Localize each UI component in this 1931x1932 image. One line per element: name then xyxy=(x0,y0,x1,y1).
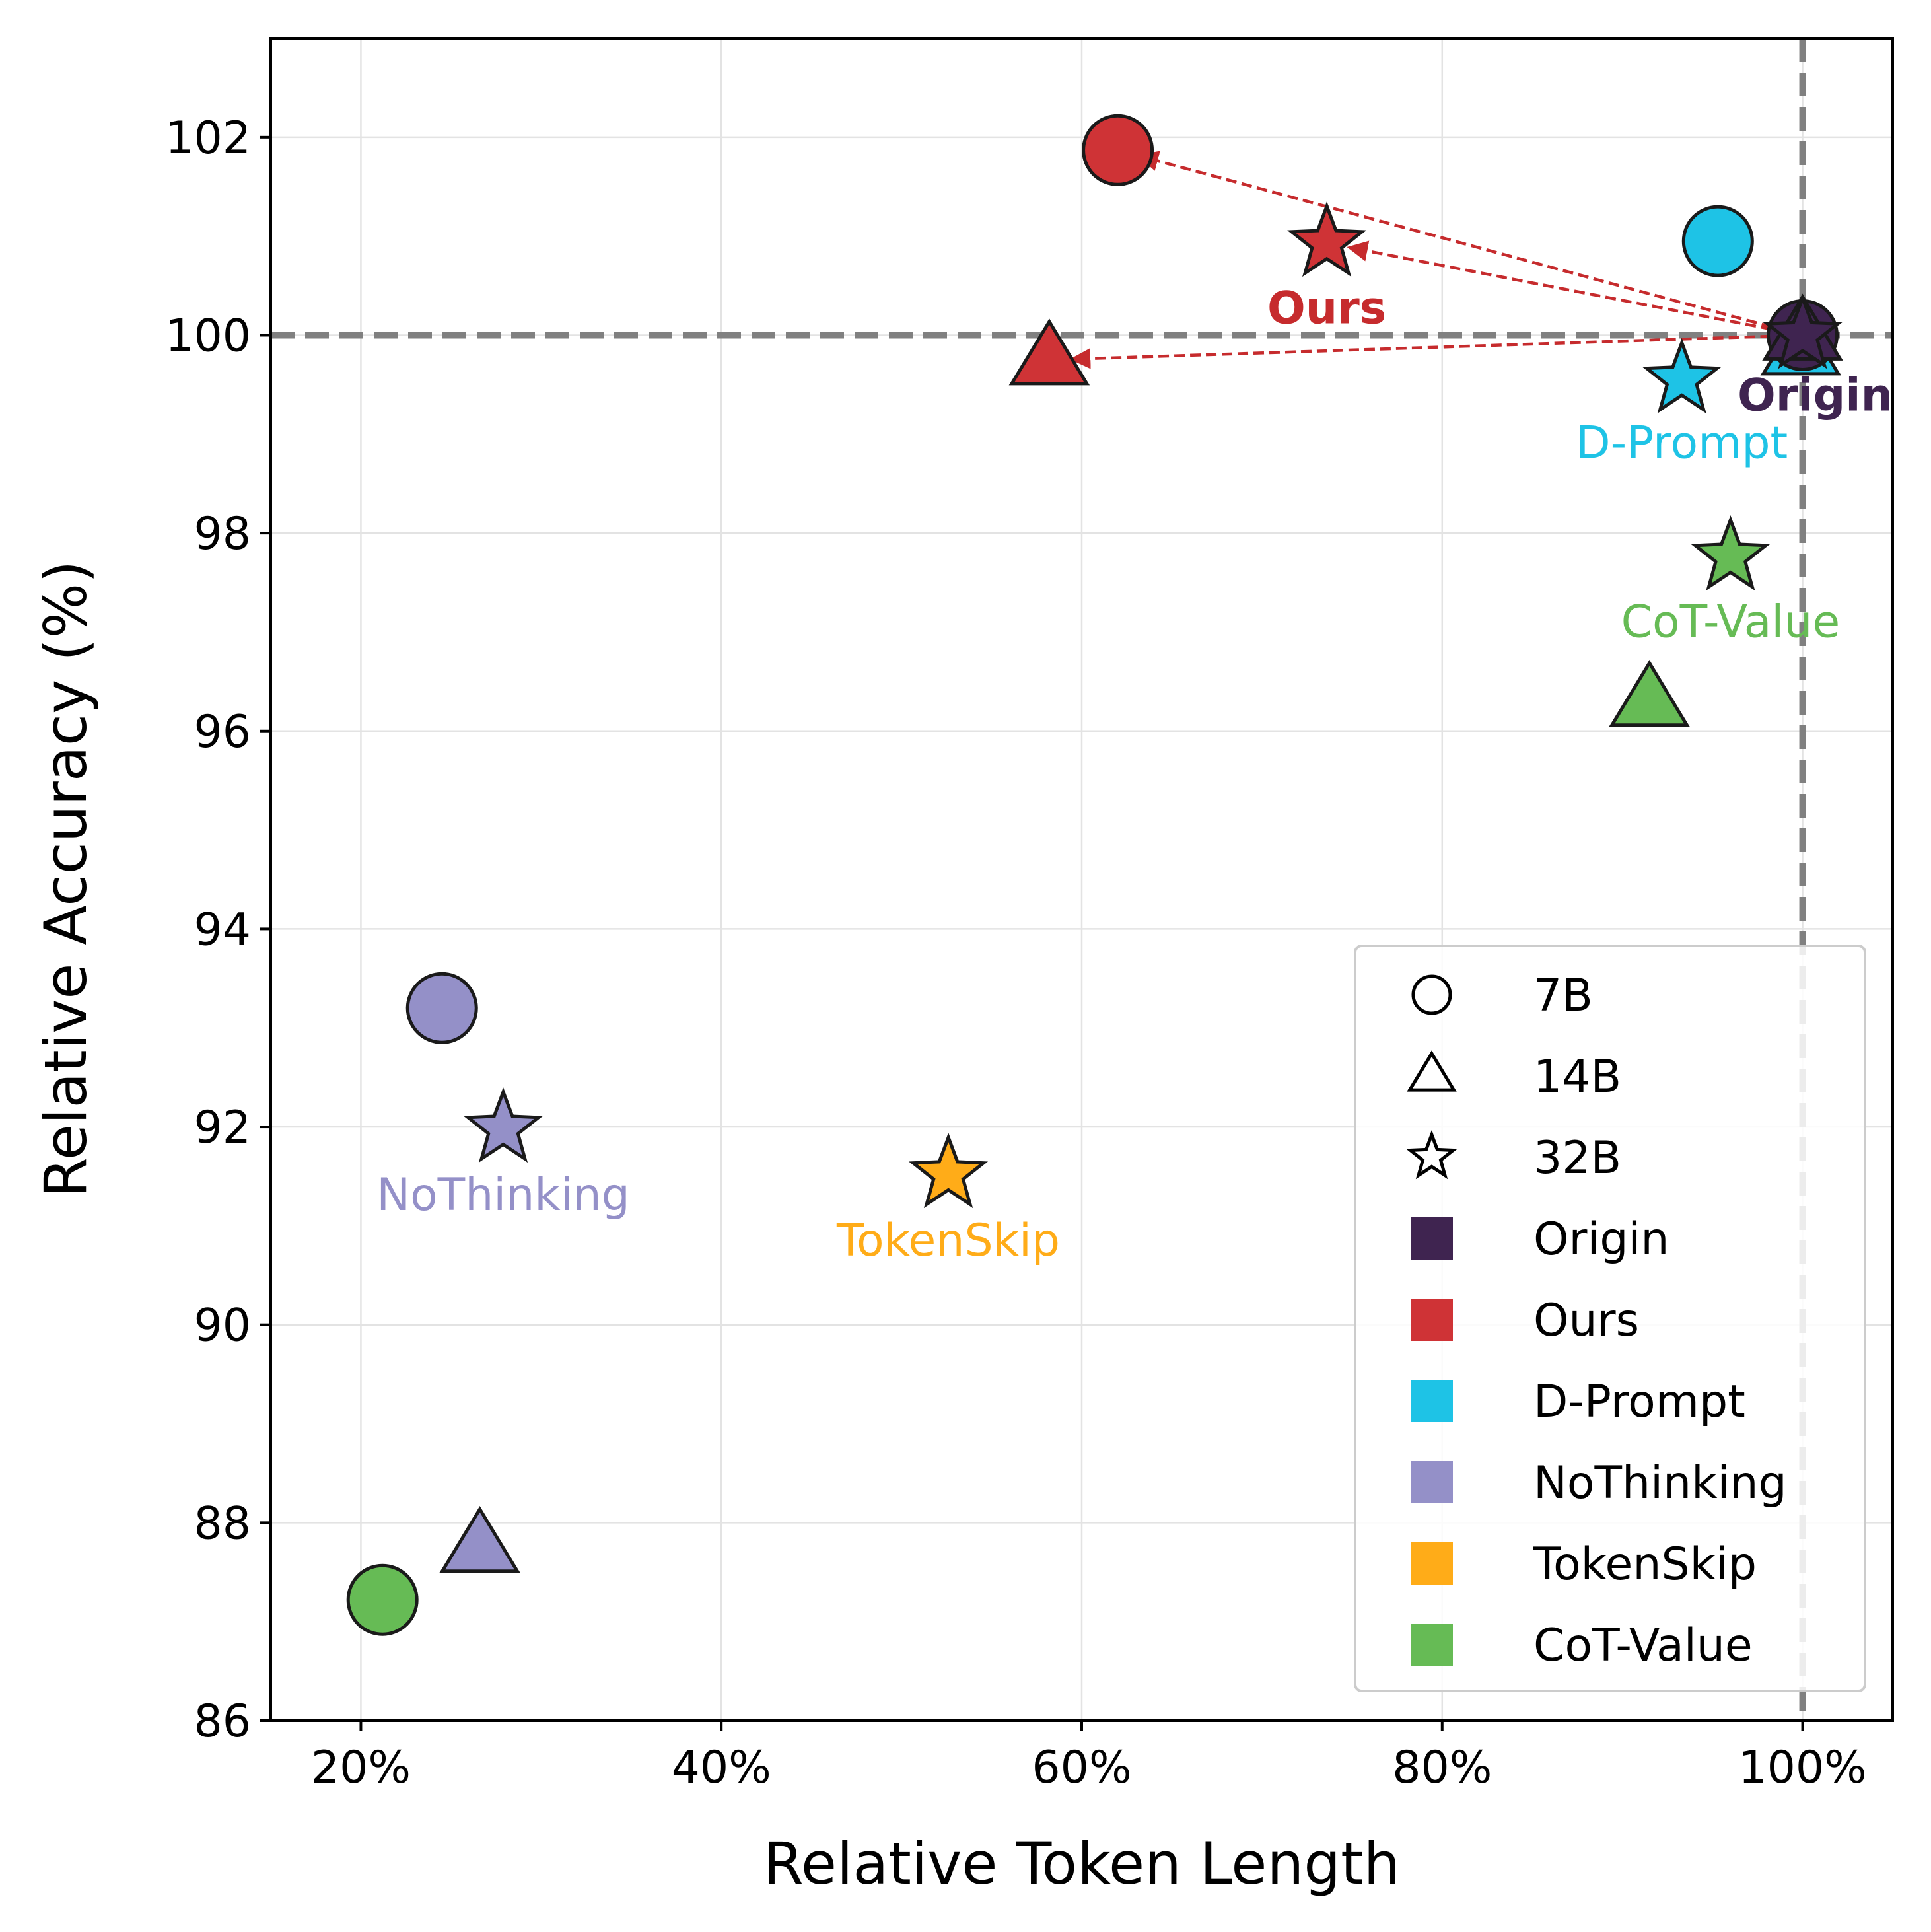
improvement-arrow xyxy=(1069,334,1803,369)
legend-label-7b: 7B xyxy=(1533,970,1593,1022)
improvement-arrow xyxy=(1137,151,1804,337)
annotation-layer: OursOriginD-PromptCoT-ValueNoThinkingTok… xyxy=(376,283,1893,1267)
y-tick-label: 88 xyxy=(193,1497,251,1550)
legend-label-origin: Origin xyxy=(1533,1213,1669,1266)
y-tick-label: 94 xyxy=(193,904,251,956)
legend-swatch-nothinking xyxy=(1411,1461,1453,1503)
point-nothinking-7b xyxy=(405,972,478,1044)
legend-box xyxy=(1354,945,1866,1692)
grid-layer xyxy=(271,38,1893,1722)
point-cot-value-32b xyxy=(1691,515,1771,591)
y-axis-label: Relative Accuracy (%) xyxy=(32,561,100,1198)
point-d-prompt-32b xyxy=(1642,338,1722,413)
annotation-cot-value: CoT-Value xyxy=(1621,596,1841,648)
axis-layer: 20% 40% 60% 80% 100% 86 88 90 92 94 96 98 100 102 xyxy=(165,112,1867,1794)
legend-label-nothinking: NoThinking xyxy=(1533,1457,1787,1509)
annotation-d-prompt: D-Prompt xyxy=(1576,417,1788,469)
x-tick-label: 80% xyxy=(1392,1742,1492,1794)
arrow-layer xyxy=(1069,151,1804,369)
x-tick-label: 20% xyxy=(311,1742,411,1794)
y-tick-label: 100 xyxy=(165,310,251,362)
legend-label-d-prompt: D-Prompt xyxy=(1533,1376,1745,1428)
point-nothinking-32b xyxy=(464,1087,544,1163)
point-ours-32b xyxy=(1287,201,1367,277)
legend-swatch-d-prompt xyxy=(1411,1380,1453,1422)
point-d-prompt-7b xyxy=(1681,205,1754,277)
point-cot-value-14b xyxy=(1609,659,1690,727)
legend-marker-32b xyxy=(1405,1129,1458,1180)
point-origin-32b xyxy=(1763,293,1843,369)
y-tick-label: 92 xyxy=(193,1102,251,1154)
y-tick-label: 86 xyxy=(193,1696,251,1748)
point-nothinking-14b xyxy=(439,1505,520,1573)
point-cot-value-7b xyxy=(346,1563,419,1636)
point-tokenskip-32b xyxy=(909,1132,989,1209)
y-tick-label: 98 xyxy=(193,508,251,560)
legend-marker-14b xyxy=(1407,1050,1457,1092)
legend-swatch-origin xyxy=(1411,1217,1453,1260)
legend-marker-7b xyxy=(1411,974,1452,1015)
legend-label-32b: 32B xyxy=(1533,1132,1621,1184)
legend-label-14b: 14B xyxy=(1533,1051,1621,1103)
improvement-arrow xyxy=(1347,240,1803,337)
point-ours-14b xyxy=(1008,318,1090,386)
legend-swatch-tokenskip xyxy=(1411,1542,1453,1585)
annotation-ours: Ours xyxy=(1267,283,1386,335)
x-axis-label: Relative Token Length xyxy=(763,1830,1401,1898)
y-tick-label: 90 xyxy=(193,1300,251,1352)
annotation-tokenskip: TokenSkip xyxy=(836,1215,1060,1267)
x-tick-label: 60% xyxy=(1032,1742,1131,1794)
legend-label-ours: Ours xyxy=(1533,1295,1639,1347)
x-tick-label: 100% xyxy=(1738,1742,1866,1794)
x-tick-label: 40% xyxy=(672,1742,771,1794)
point-layer xyxy=(346,114,1843,1636)
legend-label-cot-value: CoT-Value xyxy=(1533,1620,1753,1672)
annotation-nothinking: NoThinking xyxy=(376,1169,630,1221)
legend-swatch-cot-value xyxy=(1411,1624,1453,1666)
y-tick-label: 102 xyxy=(165,112,251,164)
legend-swatch-ours xyxy=(1411,1299,1453,1341)
legend-label-tokenskip: TokenSkip xyxy=(1533,1538,1757,1591)
legend: 7B 14B 32B Origin Ours D-Prompt NoThinking Toke… xyxy=(1354,945,1866,1692)
point-ours-7b xyxy=(1082,114,1154,186)
annotation-origin: Origin xyxy=(1738,369,1893,421)
y-tick-label: 96 xyxy=(193,706,251,758)
